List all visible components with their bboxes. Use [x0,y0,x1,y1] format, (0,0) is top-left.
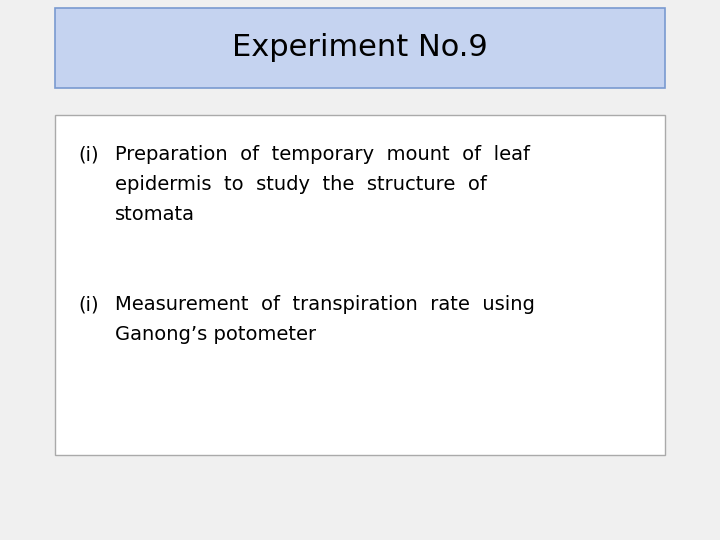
Text: Experiment No.9: Experiment No.9 [232,33,488,63]
Text: (i): (i) [78,295,99,314]
Text: Measurement  of  transpiration  rate  using: Measurement of transpiration rate using [115,295,535,314]
Text: Preparation  of  temporary  mount  of  leaf: Preparation of temporary mount of leaf [115,145,530,165]
Text: epidermis  to  study  the  structure  of: epidermis to study the structure of [115,176,487,194]
Text: (i): (i) [78,145,99,165]
FancyBboxPatch shape [55,115,665,455]
FancyBboxPatch shape [55,8,665,88]
Text: Ganong’s potometer: Ganong’s potometer [115,326,316,345]
Text: stomata: stomata [115,206,195,225]
